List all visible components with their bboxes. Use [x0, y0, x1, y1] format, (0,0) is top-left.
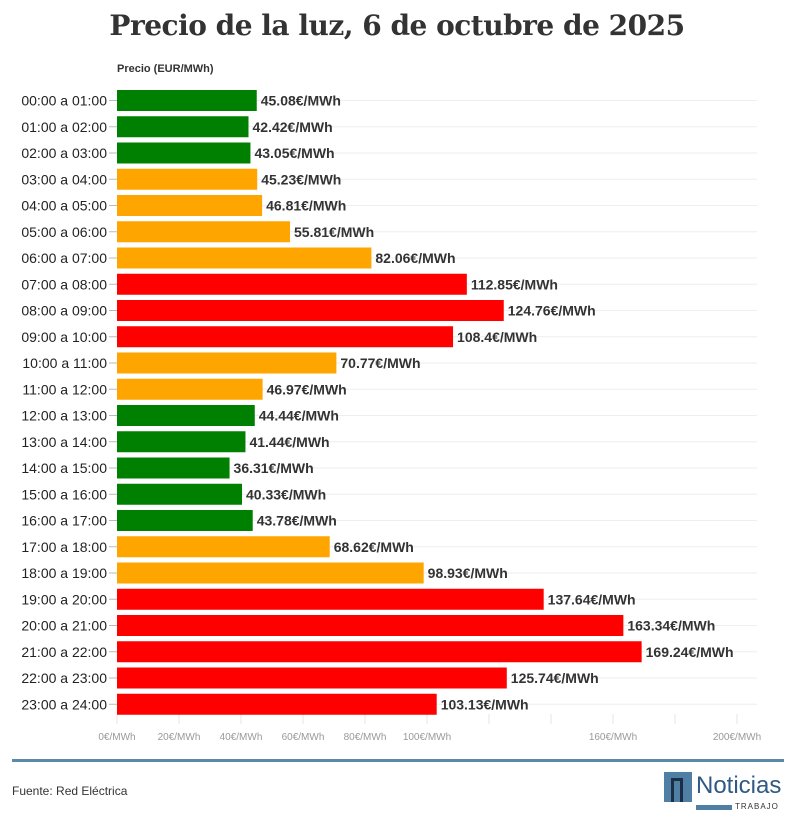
x-tick-label: 60€/MWh	[282, 732, 325, 743]
category-label: 15:00 a 16:00	[21, 486, 107, 502]
data-label: 124.76€/MWh	[508, 303, 596, 319]
bar	[117, 457, 230, 479]
data-label: 45.08€/MWh	[261, 93, 341, 109]
category-label: 07:00 a 08:00	[21, 276, 107, 292]
category-label: 02:00 a 03:00	[21, 145, 107, 161]
category-label: 04:00 a 05:00	[21, 198, 107, 214]
category-label: 01:00 a 02:00	[21, 119, 107, 135]
category-label: 08:00 a 09:00	[21, 303, 107, 319]
category-label: 16:00 a 17:00	[21, 513, 107, 529]
category-label: 06:00 a 07:00	[21, 250, 107, 266]
category-label: 11:00 a 12:00	[22, 381, 107, 397]
x-tick-label: 20€/MWh	[158, 732, 201, 743]
category-label: 22:00 a 23:00	[21, 670, 107, 686]
data-label: 46.81€/MWh	[266, 198, 346, 214]
bar	[117, 431, 246, 453]
axis-label: Precio (EUR/MWh)	[117, 63, 214, 75]
bar	[117, 641, 642, 663]
bar	[117, 221, 291, 243]
divider	[12, 759, 784, 762]
data-label: 137.64€/MWh	[548, 591, 636, 607]
source-text: Fuente: Red Eléctrica	[12, 784, 128, 798]
bar	[117, 195, 263, 216]
data-label: 68.62€/MWh	[334, 539, 414, 555]
category-label: 10:00 a 11:00	[22, 355, 107, 371]
bar	[117, 378, 263, 400]
data-label: 43.05€/MWh	[254, 145, 334, 161]
data-label: 108.4€/MWh	[457, 329, 537, 345]
category-label: 03:00 a 04:00	[21, 171, 107, 187]
data-label: 55.81€/MWh	[294, 224, 374, 240]
category-label: 13:00 a 14:00	[21, 434, 107, 450]
x-tick-label: 100€/MWh	[403, 732, 451, 743]
bar	[117, 510, 253, 531]
bar	[117, 90, 257, 111]
bar	[117, 247, 372, 269]
data-label: 70.77€/MWh	[340, 355, 420, 371]
data-label: 43.78€/MWh	[257, 513, 337, 529]
bar	[117, 562, 424, 584]
x-tick-label: 40€/MWh	[220, 732, 263, 743]
category-label: 21:00 a 22:00	[21, 644, 107, 660]
noticias-trabajo-logo: Noticias TRABAJO	[664, 772, 781, 812]
data-label: 40.33€/MWh	[246, 486, 326, 502]
bar	[117, 326, 454, 348]
bar	[117, 405, 255, 426]
bar	[117, 116, 249, 138]
bar	[117, 693, 437, 715]
bar	[117, 142, 251, 164]
data-label: 41.44€/MWh	[249, 434, 329, 450]
category-label: 23:00 a 24:00	[21, 696, 107, 712]
category-label: 17:00 a 18:00	[21, 539, 107, 555]
bar	[117, 300, 504, 321]
bar	[117, 352, 337, 374]
data-label: 163.34€/MWh	[627, 618, 715, 634]
bar	[117, 615, 624, 636]
bar-chart: 0€/MWh 20€/MWh 40€/MWh 60€/MWh 80€/MWh 100€/M…	[21, 90, 761, 743]
data-label: 44.44€/MWh	[259, 408, 339, 424]
data-label: 82.06€/MWh	[375, 250, 455, 266]
bar	[117, 667, 507, 689]
bar	[117, 168, 258, 190]
bar	[117, 588, 544, 610]
bar	[117, 273, 467, 295]
x-tick-label: 200€/MWh	[713, 732, 761, 743]
data-label: 36.31€/MWh	[234, 460, 314, 476]
data-label: 98.93€/MWh	[428, 565, 508, 581]
bar	[117, 483, 243, 505]
category-label: 18:00 a 19:00	[21, 565, 107, 581]
x-tick-label: 160€/MWh	[589, 732, 637, 743]
data-label: 45.23€/MWh	[261, 171, 341, 187]
chart-title: Precio de la luz, 6 de octubre de 2025	[109, 9, 685, 42]
category-label: 09:00 a 10:00	[21, 329, 107, 345]
category-label: 05:00 a 06:00	[21, 224, 107, 240]
x-tick-label: 80€/MWh	[344, 732, 387, 743]
category-label: 20:00 a 21:00	[21, 618, 107, 634]
data-label: 112.85€/MWh	[471, 276, 558, 292]
category-label: 00:00 a 01:00	[21, 93, 107, 109]
category-label: 19:00 a 20:00	[21, 591, 107, 607]
data-label: 169.24€/MWh	[646, 644, 734, 660]
category-label: 12:00 a 13:00	[21, 408, 107, 424]
data-label: 42.42€/MWh	[253, 119, 333, 135]
data-label: 125.74€/MWh	[511, 670, 599, 686]
bar	[117, 536, 330, 558]
data-label: 46.97€/MWh	[267, 381, 347, 397]
x-tick-label: 0€/MWh	[98, 732, 135, 743]
data-label: 103.13€/MWh	[441, 696, 529, 712]
category-label: 14:00 a 15:00	[21, 460, 107, 476]
logo-mark-icon	[664, 772, 692, 802]
